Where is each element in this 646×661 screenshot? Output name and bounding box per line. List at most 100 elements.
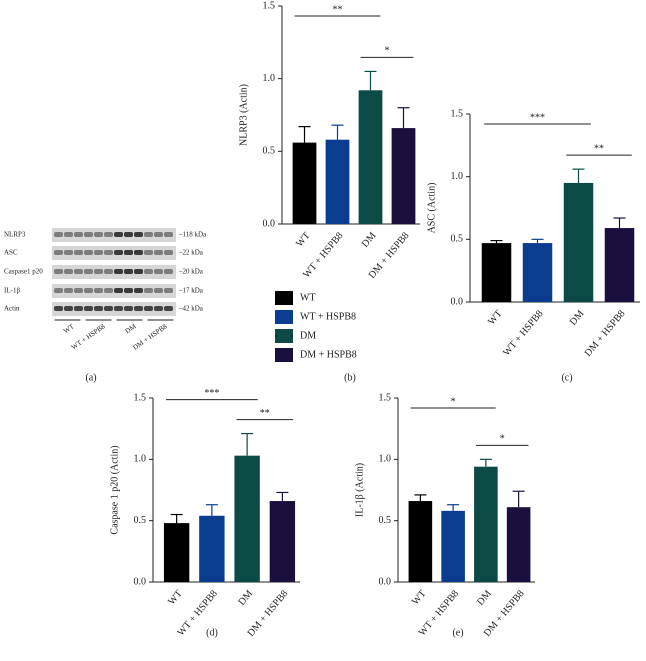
y-tick-label: 1.0 bbox=[263, 73, 276, 84]
panel-label: (d) bbox=[206, 627, 218, 638]
x-tick-label: WT bbox=[486, 308, 504, 327]
panel-label: (a) bbox=[85, 372, 96, 383]
x-tick-label: WT bbox=[410, 588, 428, 607]
bar bbox=[325, 139, 350, 224]
bar bbox=[199, 515, 225, 582]
blot-band bbox=[74, 306, 83, 311]
x-tick-label: DM + HSPB8 bbox=[583, 308, 628, 359]
bar bbox=[506, 507, 531, 582]
y-tick-label: 0.5 bbox=[451, 234, 464, 245]
y-axis-label: Caspase 1 p20 (Actin) bbox=[109, 445, 120, 534]
significance-label: * bbox=[500, 434, 505, 445]
blot-band bbox=[94, 306, 103, 311]
significance-label: *** bbox=[530, 112, 545, 123]
blot-band bbox=[124, 288, 133, 293]
blot-band bbox=[134, 288, 143, 293]
x-tick-label: WT bbox=[166, 588, 184, 607]
blot-band bbox=[114, 269, 123, 274]
panel-label: (c) bbox=[561, 372, 572, 383]
blot-band bbox=[154, 288, 163, 293]
blot-band bbox=[54, 306, 63, 311]
blot-band bbox=[64, 306, 73, 311]
bar bbox=[563, 182, 594, 302]
x-tick-label: DM bbox=[360, 230, 379, 249]
blot-row-label: ASC bbox=[4, 249, 18, 257]
blot-band bbox=[64, 269, 73, 274]
blot-band bbox=[114, 288, 123, 293]
y-tick-label: 0.0 bbox=[451, 296, 464, 307]
blot-row-label: IL-1β bbox=[4, 287, 20, 295]
blot-row-label: Caspase1 p20 bbox=[4, 268, 43, 276]
blot-size-label: –42 kDa bbox=[178, 305, 204, 313]
blot-band bbox=[94, 232, 103, 237]
blot-row-label: Actin bbox=[4, 305, 20, 313]
blot-size-label: –22 kDa bbox=[178, 249, 204, 257]
bar bbox=[441, 510, 465, 582]
blot-band bbox=[84, 306, 93, 311]
blot-band bbox=[124, 250, 133, 255]
blot-band bbox=[94, 288, 103, 293]
blot-size-label: –118 kDa bbox=[178, 231, 207, 239]
blot-band bbox=[104, 232, 113, 237]
blot-band bbox=[134, 250, 143, 255]
y-tick-label: 1.0 bbox=[451, 171, 464, 182]
blot-band bbox=[154, 269, 163, 274]
legend-swatch bbox=[275, 291, 293, 305]
bar bbox=[269, 501, 296, 582]
blot-band bbox=[114, 250, 123, 255]
bar bbox=[408, 501, 433, 582]
blot-band bbox=[84, 288, 93, 293]
legend-label: WT bbox=[300, 292, 316, 303]
blot-band bbox=[164, 232, 173, 237]
y-tick-label: 1.5 bbox=[379, 392, 392, 403]
blot-band bbox=[134, 269, 143, 274]
bar bbox=[391, 128, 416, 224]
blot-band bbox=[54, 250, 63, 255]
bar bbox=[481, 243, 512, 302]
legend-swatch bbox=[275, 310, 293, 324]
blot-band bbox=[74, 250, 83, 255]
y-tick-label: 0.5 bbox=[134, 515, 147, 526]
blot-band bbox=[134, 306, 143, 311]
blot-band bbox=[164, 306, 173, 311]
blot-band bbox=[104, 288, 113, 293]
y-axis-label: IL-1β (Actin) bbox=[354, 463, 365, 517]
blot-band bbox=[144, 288, 153, 293]
blot-band bbox=[84, 232, 93, 237]
significance-label: ** bbox=[594, 143, 604, 154]
blot-band bbox=[104, 250, 113, 255]
y-tick-label: 0.0 bbox=[379, 576, 392, 587]
blot-band bbox=[94, 269, 103, 274]
blot-band bbox=[124, 232, 133, 237]
legend-label: DM bbox=[300, 330, 316, 341]
y-tick-label: 1.5 bbox=[134, 392, 147, 403]
x-tick-label: DM bbox=[475, 588, 494, 607]
significance-label: * bbox=[451, 396, 456, 407]
blot-band bbox=[114, 306, 123, 311]
blot-row-label: NLRP3 bbox=[4, 231, 26, 239]
blot-band bbox=[54, 288, 63, 293]
blot-band bbox=[114, 232, 123, 237]
x-tick-label: WT + HSPB8 bbox=[501, 308, 545, 358]
blot-band bbox=[74, 232, 83, 237]
blot-band bbox=[54, 269, 63, 274]
blot-band bbox=[124, 269, 133, 274]
y-tick-label: 1.0 bbox=[134, 454, 147, 465]
blot-band bbox=[134, 232, 143, 237]
y-axis-label: NLRP3 (Actin) bbox=[238, 84, 249, 146]
blot-band bbox=[84, 250, 93, 255]
blot-band bbox=[104, 269, 113, 274]
blot-band bbox=[144, 250, 153, 255]
legend-swatch bbox=[275, 348, 293, 362]
blot-size-label: –17 kDa bbox=[178, 287, 204, 295]
bar bbox=[358, 90, 383, 224]
blot-band bbox=[64, 288, 73, 293]
legend-swatch bbox=[275, 329, 293, 343]
blot-band bbox=[144, 269, 153, 274]
blot-band bbox=[54, 232, 63, 237]
bar bbox=[163, 523, 190, 582]
blot-band bbox=[154, 306, 163, 311]
significance-label: *** bbox=[204, 388, 219, 399]
bar bbox=[522, 243, 553, 302]
